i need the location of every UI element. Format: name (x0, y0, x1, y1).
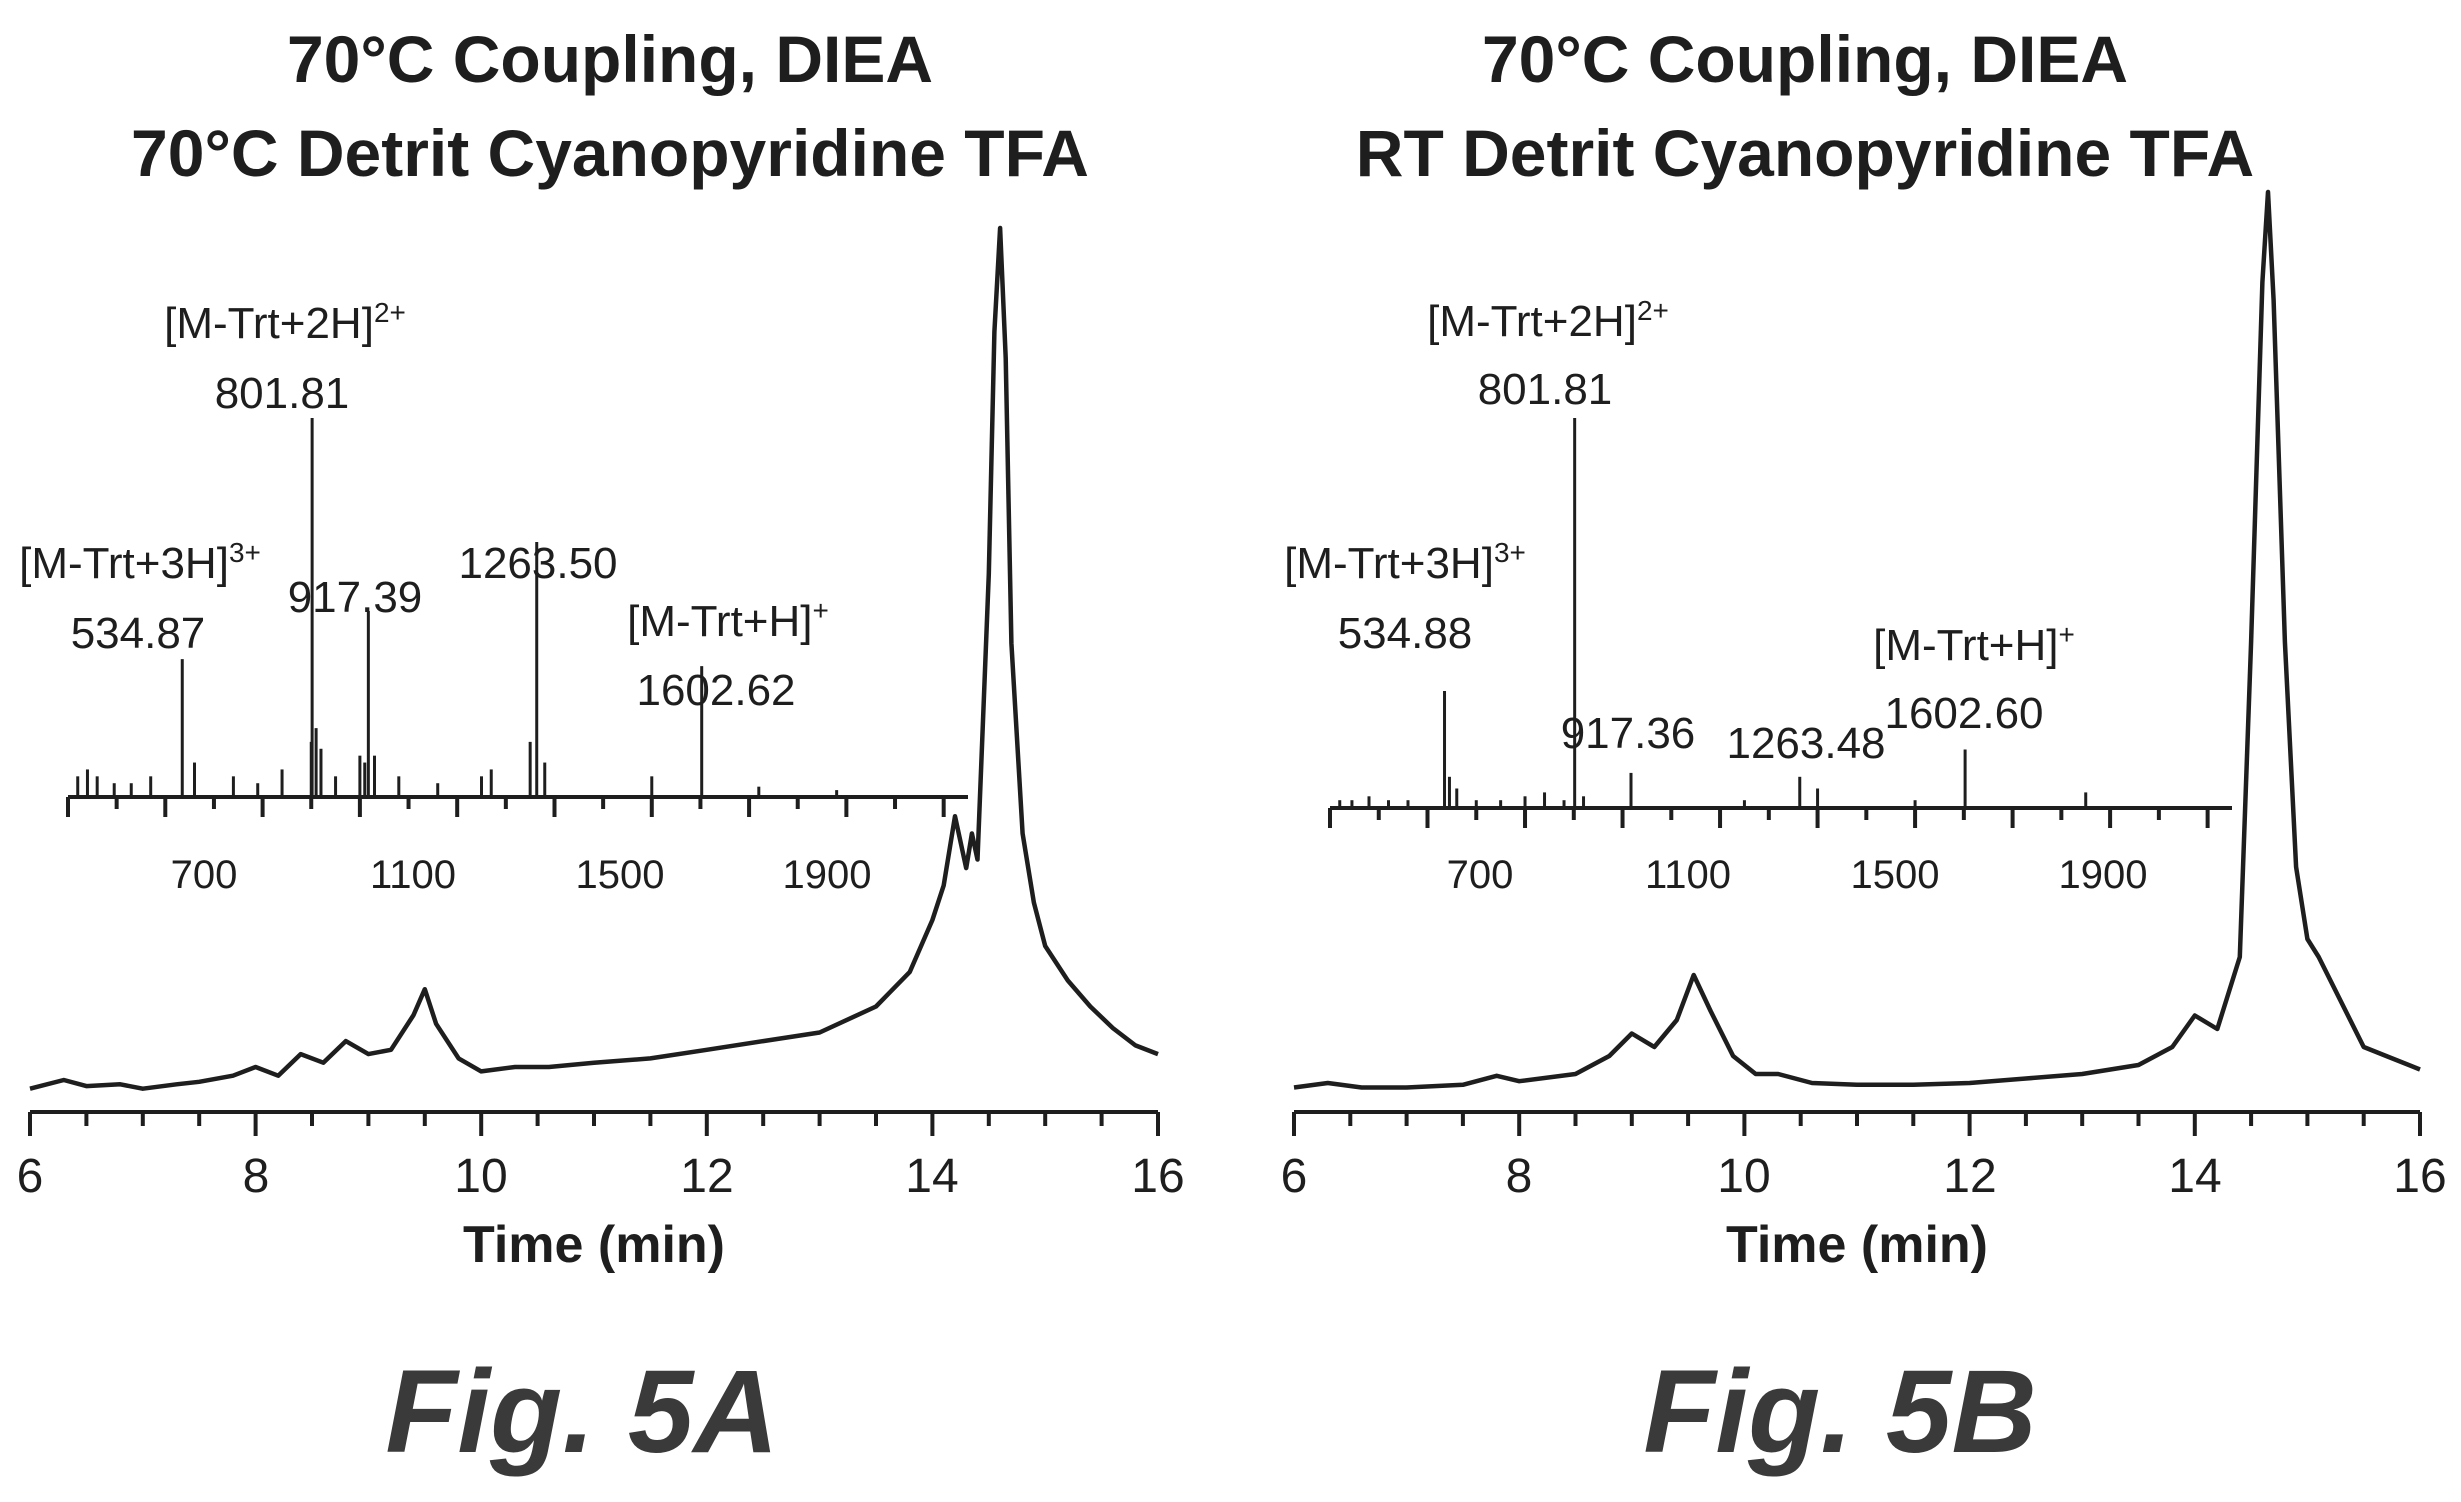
panel-a-figure-label: Fig. 5A (385, 1346, 778, 1478)
panel-a-inset-tick-label: 700 (171, 853, 238, 897)
panel-b-x-tick-label: 8 (1506, 1150, 1533, 1203)
panel-b-x-tick-label: 10 (1717, 1150, 1770, 1203)
panel-b-x-ticks (1292, 1112, 2422, 1136)
panel-a-annotation-h-ion: [M-Trt+H]+ (627, 595, 829, 646)
panel-b-figure-label: Fig. 5B (1643, 1346, 2036, 1478)
panel-a-annotation-3h-value: 534.87 (71, 609, 206, 658)
panel-a-x-tick-label: 8 (243, 1150, 270, 1203)
panel-b-annotation-h-ion: [M-Trt+H]+ (1873, 619, 2075, 670)
panel-b-x-tick-label: 6 (1281, 1150, 1308, 1203)
panel-b-annotation-1602: 1602.60 (1884, 689, 2043, 738)
panel-b-inset-tick-label: 1100 (1645, 853, 1731, 897)
panel-b-title-line-1: 70°C Coupling, DIEA (1482, 22, 2128, 96)
panel-a-annotation-2h-value: 801.81 (215, 369, 350, 418)
panel-b-annotation-917: 917.36 (1561, 709, 1696, 758)
panel-a-ms-inset: 700 1100 1500 1900 [M-Trt+2H]2+ 801.81 [… (19, 297, 968, 897)
panel-b-title-line-2: RT Detrit Cyanopyridine TFA (1356, 116, 2254, 190)
panel-a-x-ticks (28, 1112, 1160, 1136)
panel-a-inset-tick-label: 1500 (576, 853, 665, 897)
panel-a-annotation-2h-ion: [M-Trt+2H]2+ (164, 297, 406, 348)
panel-a-inset-minor-ticks (66, 797, 946, 817)
panel-b-inset-tick-label: 1500 (1851, 853, 1940, 897)
panel-a-annotation-917: 917.39 (288, 573, 423, 622)
panel-a-title-line-2: 70°C Detrit Cyanopyridine TFA (131, 116, 1089, 190)
panel-a-annotation-1602: 1602.62 (636, 666, 795, 715)
panel-b-inset-tick-label: 1900 (2059, 853, 2148, 897)
panel-b-annotation-2h-ion: [M-Trt+2H]2+ (1427, 295, 1669, 346)
panel-a-inset-tick-label: 1100 (370, 853, 456, 897)
panel-b-x-tick-label: 12 (1943, 1150, 1996, 1203)
panel-b-annotation-3h-ion: [M-Trt+3H]3+ (1284, 537, 1526, 588)
panel-b-inset-peaks (1338, 418, 2088, 808)
panel-a-title-line-1: 70°C Coupling, DIEA (287, 22, 933, 96)
panel-b-annotation-2h-value: 801.81 (1478, 365, 1613, 414)
panel-a-x-tick-label: 14 (905, 1150, 958, 1203)
panel-a-annotation-3h-ion: [M-Trt+3H]3+ (19, 537, 261, 588)
panel-a-inset-tick-label: 1900 (783, 853, 872, 897)
panel-a-chromatogram-trace (29, 225, 1159, 1091)
panel-b-x-axis-label: Time (min) (1726, 1216, 1988, 1274)
panel-b-x-tick-label: 16 (2393, 1150, 2446, 1203)
panel-a-annotation-1263: 1263.50 (458, 539, 617, 588)
panel-a-x-tick-label: 10 (454, 1150, 507, 1203)
panel-b-inset-minor-ticks (1328, 808, 2210, 828)
panel-a-x-tick-label: 12 (680, 1150, 733, 1203)
panel-b-annotation-3h-value: 534.88 (1338, 609, 1473, 658)
panel-a-x-axis-label: Time (min) (463, 1216, 725, 1274)
panel-a: 70°C Coupling, DIEA 70°C Detrit Cyanopyr… (17, 22, 1185, 1478)
panel-a-inset-peaks (76, 418, 839, 797)
panel-b: 70°C Coupling, DIEA RT Detrit Cyanopyrid… (1281, 22, 2447, 1478)
panel-b-inset-tick-label: 700 (1447, 853, 1514, 897)
panel-b-chromatogram-trace (1293, 189, 2421, 1090)
panel-a-x-tick-label: 16 (1131, 1150, 1184, 1203)
panel-b-ms-inset: 700 1100 1500 1900 [M-Trt+2H]2+ 801.81 [… (1284, 295, 2232, 897)
panel-b-x-tick-label: 14 (2168, 1150, 2221, 1203)
panel-a-x-tick-label: 6 (17, 1150, 44, 1203)
panel-b-annotation-1263: 1263.48 (1726, 719, 1885, 768)
